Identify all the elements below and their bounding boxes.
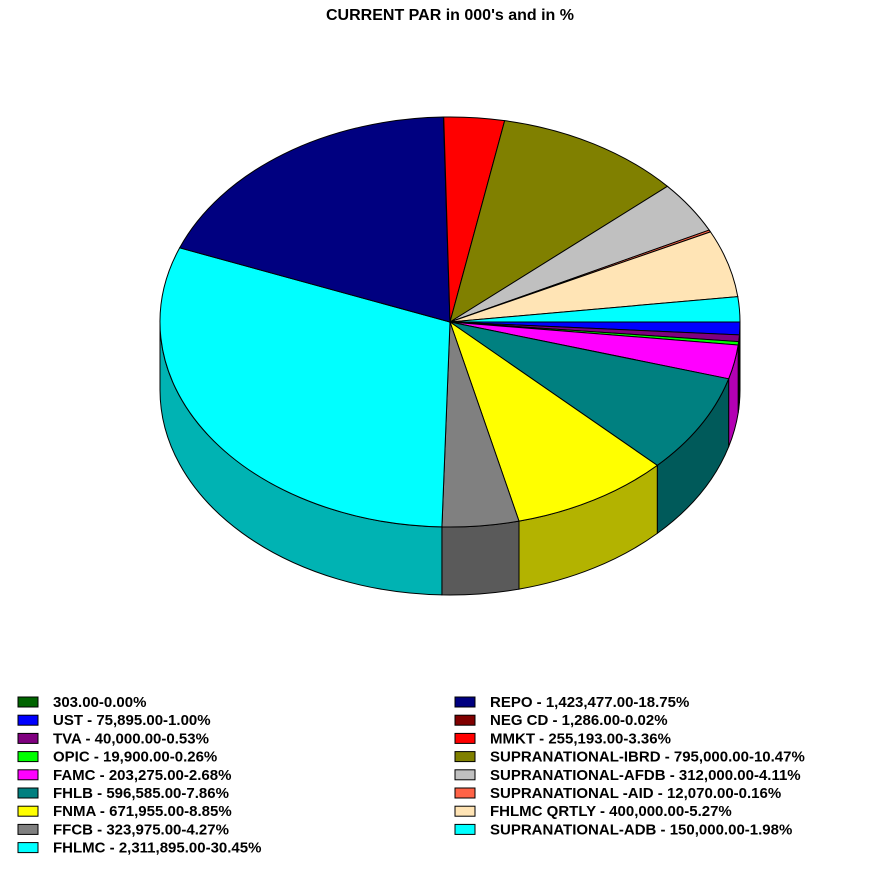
legend-swatch — [17, 751, 39, 763]
legend-label: FAMC - 203,275.00-2.68% — [53, 767, 231, 784]
legend-swatch — [454, 769, 476, 781]
legend-swatch — [17, 805, 39, 817]
legend-label: REPO - 1,423,477.00-18.75% — [490, 694, 689, 711]
pie-slice — [159, 247, 451, 528]
legend-swatch — [454, 787, 476, 799]
pie-slice — [449, 120, 669, 324]
legend-swatch — [454, 732, 476, 744]
legend-swatch — [17, 842, 39, 854]
legend-label: TVA - 40,000.00-0.53% — [53, 730, 209, 747]
legend-swatch — [454, 751, 476, 763]
legend-label: SUPRANATIONAL-ADB - 150,000.00-1.98% — [490, 821, 792, 838]
legend-swatch — [454, 805, 476, 817]
legend-swatch — [17, 769, 39, 781]
legend-label: SUPRANATIONAL-IBRD - 795,000.00-10.47% — [490, 749, 805, 766]
legend-label: MMKT - 255,193.00-3.36% — [490, 730, 671, 747]
legend-swatch — [17, 787, 39, 799]
pie-side — [441, 520, 520, 596]
legend-label: SUPRANATIONAL -AID - 12,070.00-0.16% — [490, 785, 781, 802]
legend-swatch — [17, 732, 39, 744]
legend-label: FNMA - 671,955.00-8.85% — [53, 803, 232, 820]
legend-label: FHLMC - 2,311,895.00-30.45% — [53, 840, 261, 857]
legend-swatch — [454, 714, 476, 726]
pie-tops — [159, 116, 741, 528]
pie-slice — [449, 296, 741, 323]
legend-label: OPIC - 19,900.00-0.26% — [53, 749, 217, 766]
legend-label: FFCB - 323,975.00-4.27% — [53, 821, 229, 838]
legend: 303.00-0.00%UST - 75,895.00-1.00%TVA - 4… — [17, 694, 805, 857]
legend-swatch — [454, 696, 476, 708]
pie-slice — [449, 321, 730, 466]
legend-swatch — [17, 823, 39, 835]
legend-label: NEG CD - 1,286.00-0.02% — [490, 712, 668, 729]
chart-title: CURRENT PAR in 000's and in % — [326, 7, 574, 24]
legend-swatch — [454, 823, 476, 835]
legend-label: 303.00-0.00% — [53, 694, 146, 711]
legend-label: FHLMC QRTLY - 400,000.00-5.27% — [490, 803, 732, 820]
legend-label: UST - 75,895.00-1.00% — [53, 712, 211, 729]
pie-slice — [178, 116, 451, 323]
legend-label: SUPRANATIONAL-AFDB - 312,000.00-4.11% — [490, 767, 801, 784]
legend-label: FHLB - 596,585.00-7.86% — [53, 785, 229, 802]
legend-swatch — [17, 696, 39, 708]
legend-swatch — [17, 714, 39, 726]
